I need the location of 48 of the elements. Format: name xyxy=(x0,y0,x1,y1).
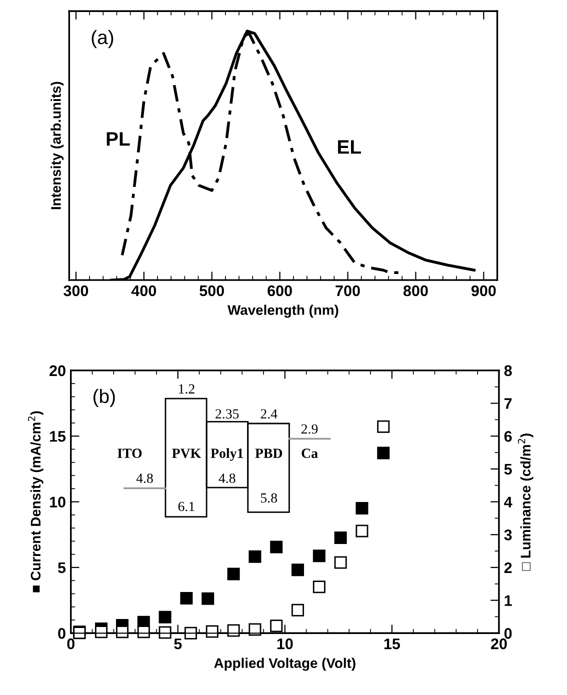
y2-tick-label: 6 xyxy=(504,430,512,442)
annotation: 1.2 xyxy=(179,384,194,394)
annotation: Ca xyxy=(302,448,318,458)
y-tick-label: 10 xyxy=(50,496,66,508)
y2-tick-label: 2 xyxy=(504,562,512,574)
annotation: 5.8 xyxy=(260,493,278,503)
y2-tick-label: 3 xyxy=(504,529,512,540)
y2-tick-label: 4 xyxy=(504,496,512,508)
annotation: ITO xyxy=(118,448,142,458)
annotation: 2.4 xyxy=(260,409,278,419)
annotation: (b) xyxy=(93,388,115,407)
x-axis-title: Applied Voltage (Volt) xyxy=(214,658,356,671)
annotation: PBD xyxy=(255,448,282,458)
x-tick-label: 800 xyxy=(403,285,428,296)
y-tick-label: 5 xyxy=(58,562,66,574)
x-tick-label: 10 xyxy=(277,638,293,650)
y2-tick-label: 0 xyxy=(504,628,512,639)
annotation: 4.8 xyxy=(218,474,236,483)
y-tick-label: 15 xyxy=(50,431,66,442)
y2-tick-label: 5 xyxy=(504,464,512,475)
x-tick-label: 20 xyxy=(490,638,507,650)
y-tick-label: 0 xyxy=(58,628,66,639)
series-label: PL xyxy=(106,132,130,146)
x-axis-title: Wavelength (nm) xyxy=(228,304,338,318)
y2-tick-label: 7 xyxy=(504,398,512,409)
y2-axis-title: □ Luminance (cd/m$^{2}$) xyxy=(518,434,534,571)
x-tick-label: 500 xyxy=(200,285,224,296)
x-tick-label: 0 xyxy=(67,638,74,650)
annotation: 6.1 xyxy=(178,502,194,512)
annotation: 4.8 xyxy=(136,474,153,483)
annotation: (a) xyxy=(92,30,114,48)
x-tick-label: 400 xyxy=(131,285,156,296)
x-tick-label: 300 xyxy=(64,285,88,296)
x-tick-label: 15 xyxy=(384,638,400,650)
annotation: Poly1 xyxy=(210,448,243,461)
y2-tick-label: 1 xyxy=(504,595,512,606)
x-tick-label: 5 xyxy=(174,638,182,650)
y-axis-title: Intensity (arb.units) xyxy=(50,82,64,210)
x-tick-label: 600 xyxy=(268,285,292,296)
annotation: PVK xyxy=(172,448,202,458)
x-tick-label: 900 xyxy=(471,285,496,296)
y-tick-label: 20 xyxy=(50,365,66,376)
series-label: EL xyxy=(338,140,361,154)
y-axis-title: ■ Current Density (mA/cm$^{2}$) xyxy=(28,411,44,592)
annotation: 2.9 xyxy=(301,424,318,434)
x-tick-label: 700 xyxy=(336,285,360,296)
y2-tick-label: 8 xyxy=(504,365,512,376)
annotation: 2.35 xyxy=(216,409,239,419)
